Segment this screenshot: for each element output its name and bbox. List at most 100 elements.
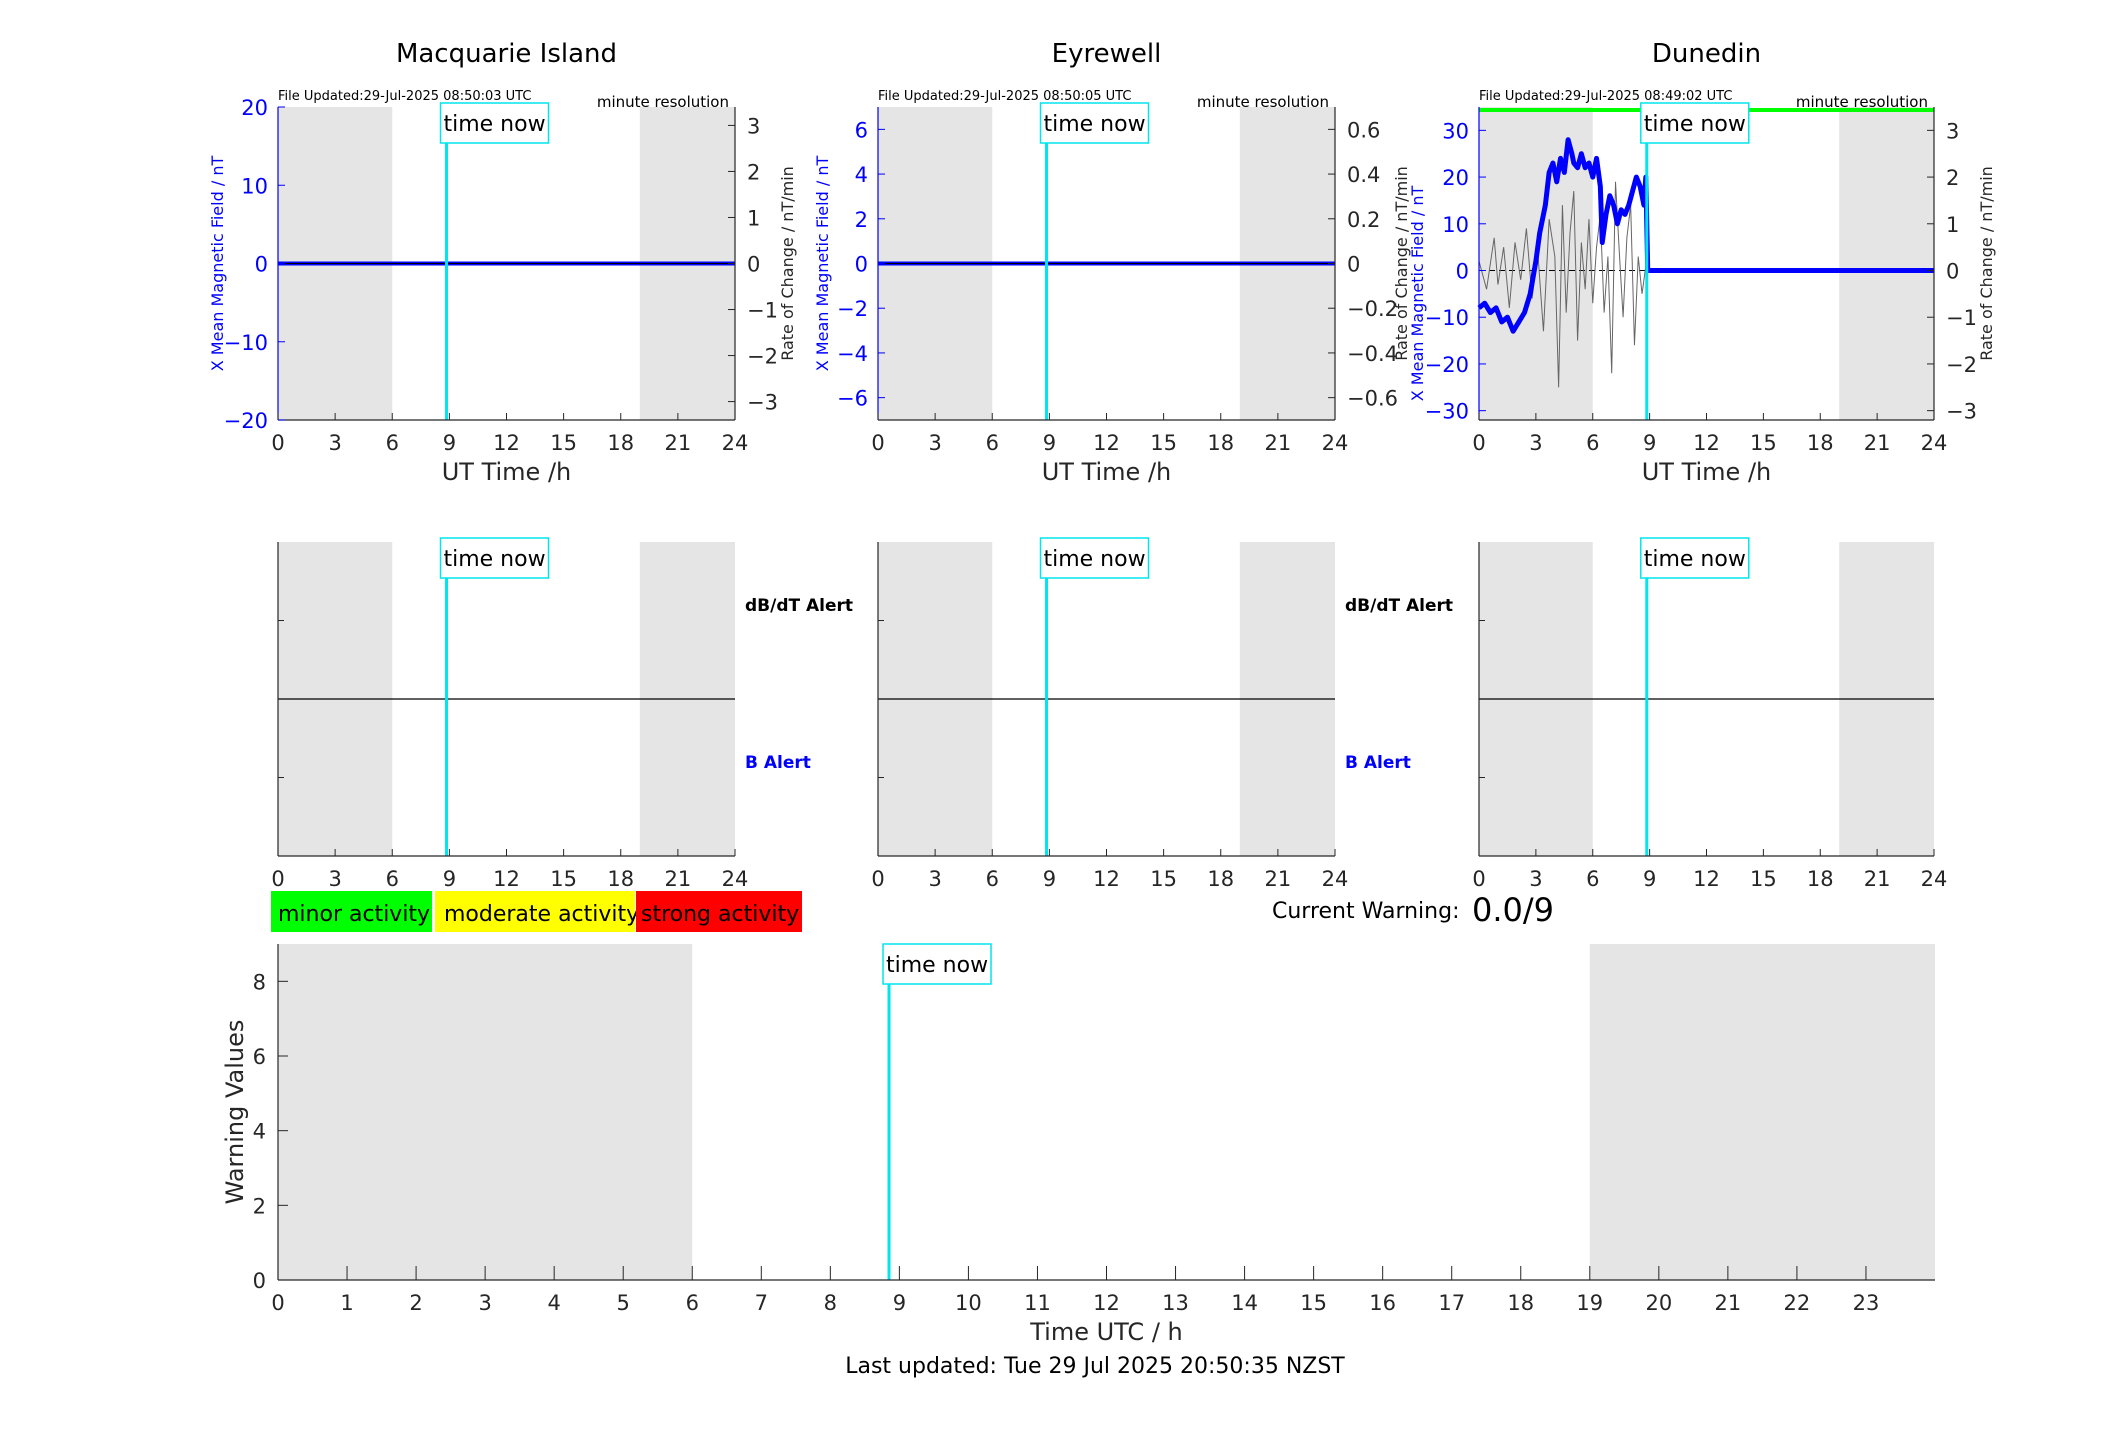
- x-tick-label: 21: [1864, 867, 1891, 891]
- y-right-tick-label: −0.2: [1347, 297, 1398, 321]
- x-tick-label: 2: [409, 1291, 422, 1315]
- panel-title: Macquarie Island: [396, 39, 617, 69]
- x-tick-label: 0: [1472, 431, 1485, 455]
- y-right-tick-label: 0: [1946, 260, 1959, 284]
- x-tick-label: 23: [1853, 1291, 1880, 1315]
- y-tick-label: 0: [253, 1269, 266, 1293]
- x-tick-label: 15: [1750, 867, 1777, 891]
- x-tick-label: 18: [607, 431, 634, 455]
- y-right-tick-label: 3: [1946, 119, 1959, 143]
- x-tick-label: 12: [1093, 431, 1120, 455]
- y-right-tick-label: 2: [747, 160, 760, 184]
- y-left-tick-label: 0: [255, 253, 268, 277]
- x-tick-label: 3: [328, 867, 341, 891]
- y-right-tick-label: −2: [1946, 353, 1977, 377]
- y-left-tick-label: −30: [1425, 400, 1469, 424]
- time-now-box: [1039, 537, 1150, 579]
- x-tick-label: 14: [1231, 1291, 1258, 1315]
- x-tick-label: 5: [617, 1291, 630, 1315]
- y-right-tick-label: 0: [747, 253, 760, 277]
- x-tick-label: 21: [665, 431, 692, 455]
- x-tick-label: 6: [986, 867, 999, 891]
- x-tick-label: 15: [1150, 867, 1177, 891]
- y-left-tick-label: 10: [1442, 213, 1469, 237]
- x-tick-label: 21: [1864, 431, 1891, 455]
- y-right-tick-label: −3: [747, 391, 778, 415]
- y-right-axis-label: Rate of Change / nT/min: [778, 166, 797, 361]
- x-tick-label: 19: [1576, 1291, 1603, 1315]
- y-left-secondary-label: Rate of Change / nT/min: [1392, 166, 1411, 361]
- y-left-tick-label: −20: [224, 409, 268, 433]
- x-tick-label: 3: [1529, 431, 1542, 455]
- x-tick-label: 0: [871, 431, 884, 455]
- x-tick-label: 24: [722, 431, 749, 455]
- x-tick-label: 6: [1586, 431, 1599, 455]
- b-alert-label: B Alert: [1345, 753, 1411, 773]
- y-right-tick-label: −3: [1946, 400, 1977, 424]
- x-tick-label: 0: [271, 1291, 284, 1315]
- x-tick-label: 9: [893, 1291, 906, 1315]
- x-tick-label: 9: [1043, 431, 1056, 455]
- x-tick-label: 10: [955, 1291, 982, 1315]
- x-tick-label: 18: [1507, 1291, 1534, 1315]
- y-right-tick-label: −1: [1946, 306, 1977, 330]
- current-warning-label: Current Warning:: [1272, 899, 1459, 924]
- y-right-tick-label: 0: [1347, 253, 1360, 277]
- b-alert-label: B Alert: [745, 753, 811, 773]
- night-shade: [278, 944, 693, 1280]
- x-tick-label: 3: [928, 867, 941, 891]
- x-tick-label: 9: [443, 867, 456, 891]
- x-tick-label: 6: [686, 1291, 699, 1315]
- time-now-label: time now: [1043, 112, 1145, 137]
- field-series-line: [1477, 137, 1934, 334]
- y-left-tick-label: −2: [837, 297, 868, 321]
- y-left-tick-label: −4: [837, 342, 868, 366]
- minor-activity-label: minor activity: [278, 902, 430, 927]
- time-now-box: [439, 102, 550, 144]
- x-tick-label: 8: [824, 1291, 837, 1315]
- x-tick-label: 12: [1093, 1291, 1120, 1315]
- dunedin-field-panel: Dunedin File Updated:29-Jul-2025 08:49:02…: [1392, 39, 1996, 486]
- x-tick-label: 15: [1150, 431, 1177, 455]
- x-tick-label: 12: [493, 431, 520, 455]
- y-left-tick-label: −10: [224, 331, 268, 355]
- strong-activity-label: strong activity: [641, 902, 799, 927]
- night-shade: [1839, 107, 1934, 420]
- time-now-label: time now: [1644, 547, 1746, 572]
- time-now-box: [1039, 102, 1150, 144]
- x-tick-label: 24: [1322, 867, 1349, 891]
- x-tick-label: 3: [328, 431, 341, 455]
- activity-legend: minor activity moderate activity strong …: [271, 891, 802, 932]
- x-tick-label: 3: [478, 1291, 491, 1315]
- time-now-box: [1640, 537, 1750, 579]
- y-tick-label: 6: [253, 1045, 266, 1069]
- y-axis-label: Warning Values: [221, 1020, 249, 1205]
- last-updated-text: Last updated: Tue 29 Jul 2025 20:50:35 N…: [845, 1354, 1345, 1379]
- current-warning-value: 0.0/9: [1472, 891, 1554, 929]
- x-axis-label: UT Time /h: [1042, 458, 1172, 486]
- y-right-tick-label: 0.2: [1347, 208, 1380, 232]
- file-updated-text: File Updated:29-Jul-2025 08:50:03 UTC: [278, 89, 531, 104]
- y-right-tick-label: 1: [1946, 213, 1959, 237]
- x-tick-label: 6: [386, 431, 399, 455]
- y-right-tick-label: 2: [1946, 166, 1959, 190]
- y-right-tick-label: 3: [747, 114, 760, 138]
- x-tick-label: 18: [1807, 867, 1834, 891]
- y-right-tick-label: −0.4: [1347, 342, 1398, 366]
- x-tick-label: 0: [271, 867, 284, 891]
- file-updated-text: File Updated:29-Jul-2025 08:49:02 UTC: [1479, 89, 1732, 104]
- x-tick-label: 9: [1643, 867, 1656, 891]
- y-left-axis-label: X Mean Magnetic Field / nT: [208, 156, 227, 372]
- x-tick-label: 15: [550, 867, 577, 891]
- x-tick-label: 24: [1921, 431, 1948, 455]
- time-now-label: time now: [886, 953, 988, 978]
- x-tick-label: 21: [1715, 1291, 1742, 1315]
- macquarie-alert-panel: time now 0 3 6 9 12 15 18 21 24 dB/dT Alert B Alert: [271, 537, 853, 891]
- y-left-tick-label: 20: [241, 96, 268, 120]
- x-tick-label: 9: [1643, 431, 1656, 455]
- x-tick-label: 18: [1207, 431, 1234, 455]
- y-left-tick-label: 30: [1442, 119, 1469, 143]
- x-tick-label: 21: [1265, 431, 1292, 455]
- x-tick-label: 21: [1265, 867, 1292, 891]
